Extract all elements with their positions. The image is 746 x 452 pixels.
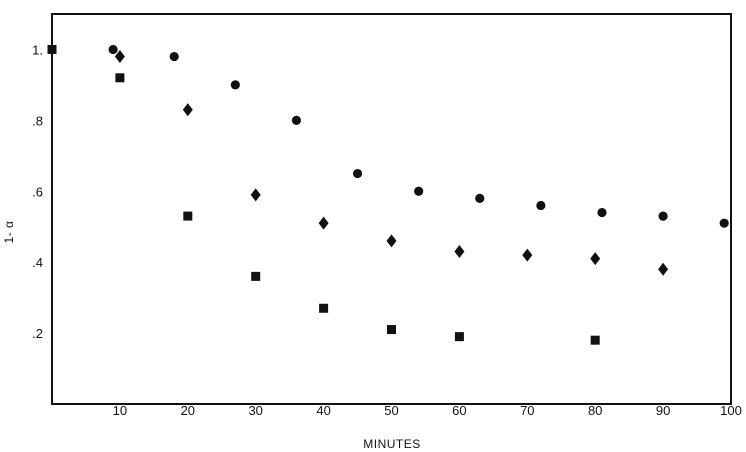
square-point (590, 335, 600, 345)
square-point (387, 325, 396, 335)
circle-point (352, 168, 363, 179)
x-tick-label: 90 (656, 403, 670, 418)
y-tick-label: .8 (32, 113, 43, 128)
data-points (47, 44, 729, 345)
y-axis-ticks: .2 .4 .6 .8 1. (32, 42, 43, 341)
x-tick-label: 80 (588, 403, 602, 418)
diamond-point (182, 103, 193, 117)
x-axis-ticks: 10 20 30 40 50 60 70 80 90 100 (113, 403, 742, 418)
x-axis-label: MINUTES (363, 437, 421, 451)
y-tick-label: .4 (32, 255, 43, 270)
circle-point (414, 186, 424, 196)
x-tick-label: 30 (248, 403, 262, 418)
diamond-point (250, 188, 261, 202)
y-axis-label: 1- α (2, 221, 16, 244)
square-point (47, 44, 57, 54)
x-tick-label: 10 (113, 403, 127, 418)
x-tick-label: 70 (520, 403, 534, 418)
circle-point (597, 207, 607, 218)
x-tick-label: 60 (452, 403, 466, 418)
circle-point (169, 51, 179, 62)
diamond-point (386, 234, 397, 248)
x-tick-label: 40 (316, 403, 330, 418)
circle-point (230, 80, 240, 90)
circle-point (719, 218, 729, 228)
circle-point (108, 44, 118, 55)
y-tick-label: 1. (32, 42, 43, 57)
square-point (251, 271, 261, 281)
y-tick-label: .6 (32, 184, 43, 199)
square-point (115, 73, 125, 83)
circle-point (475, 193, 485, 203)
circle-point (291, 115, 302, 125)
circle-point (658, 211, 668, 221)
diamond-point (114, 50, 125, 64)
diamond-point (522, 248, 533, 262)
x-tick-label: 50 (384, 403, 398, 418)
diamond-point (590, 252, 601, 266)
plot-frame (51, 13, 732, 405)
y-tick-label: .2 (32, 326, 43, 341)
square-point (183, 211, 193, 221)
diamond-point (318, 216, 329, 230)
diamond-point (658, 262, 669, 276)
x-tick-label: 20 (181, 403, 195, 418)
diamond-point (454, 245, 465, 259)
x-tick-label: 100 (720, 403, 742, 418)
circle-point (536, 200, 546, 211)
square-point (319, 303, 329, 313)
square-point (454, 332, 464, 342)
